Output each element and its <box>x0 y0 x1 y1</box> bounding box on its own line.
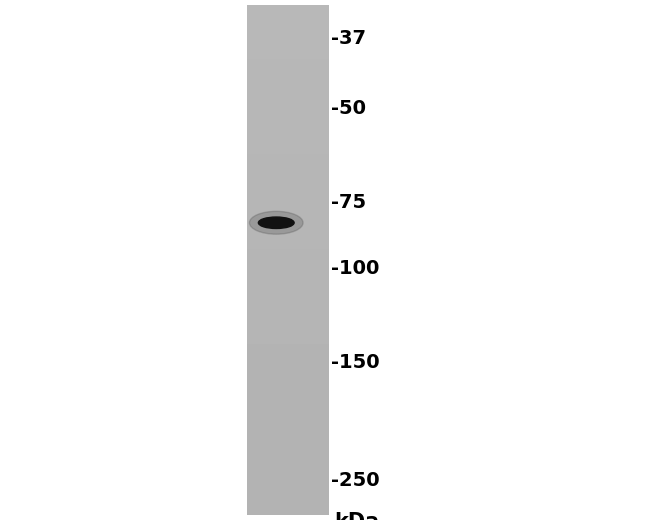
Text: -50: -50 <box>332 99 367 118</box>
Text: -37: -37 <box>332 29 367 48</box>
Text: -100: -100 <box>332 259 380 278</box>
Text: -250: -250 <box>332 471 380 490</box>
Text: kDa: kDa <box>335 512 380 520</box>
Text: -75: -75 <box>332 192 367 212</box>
Ellipse shape <box>259 217 294 228</box>
Ellipse shape <box>250 211 303 234</box>
Text: -150: -150 <box>332 353 380 372</box>
